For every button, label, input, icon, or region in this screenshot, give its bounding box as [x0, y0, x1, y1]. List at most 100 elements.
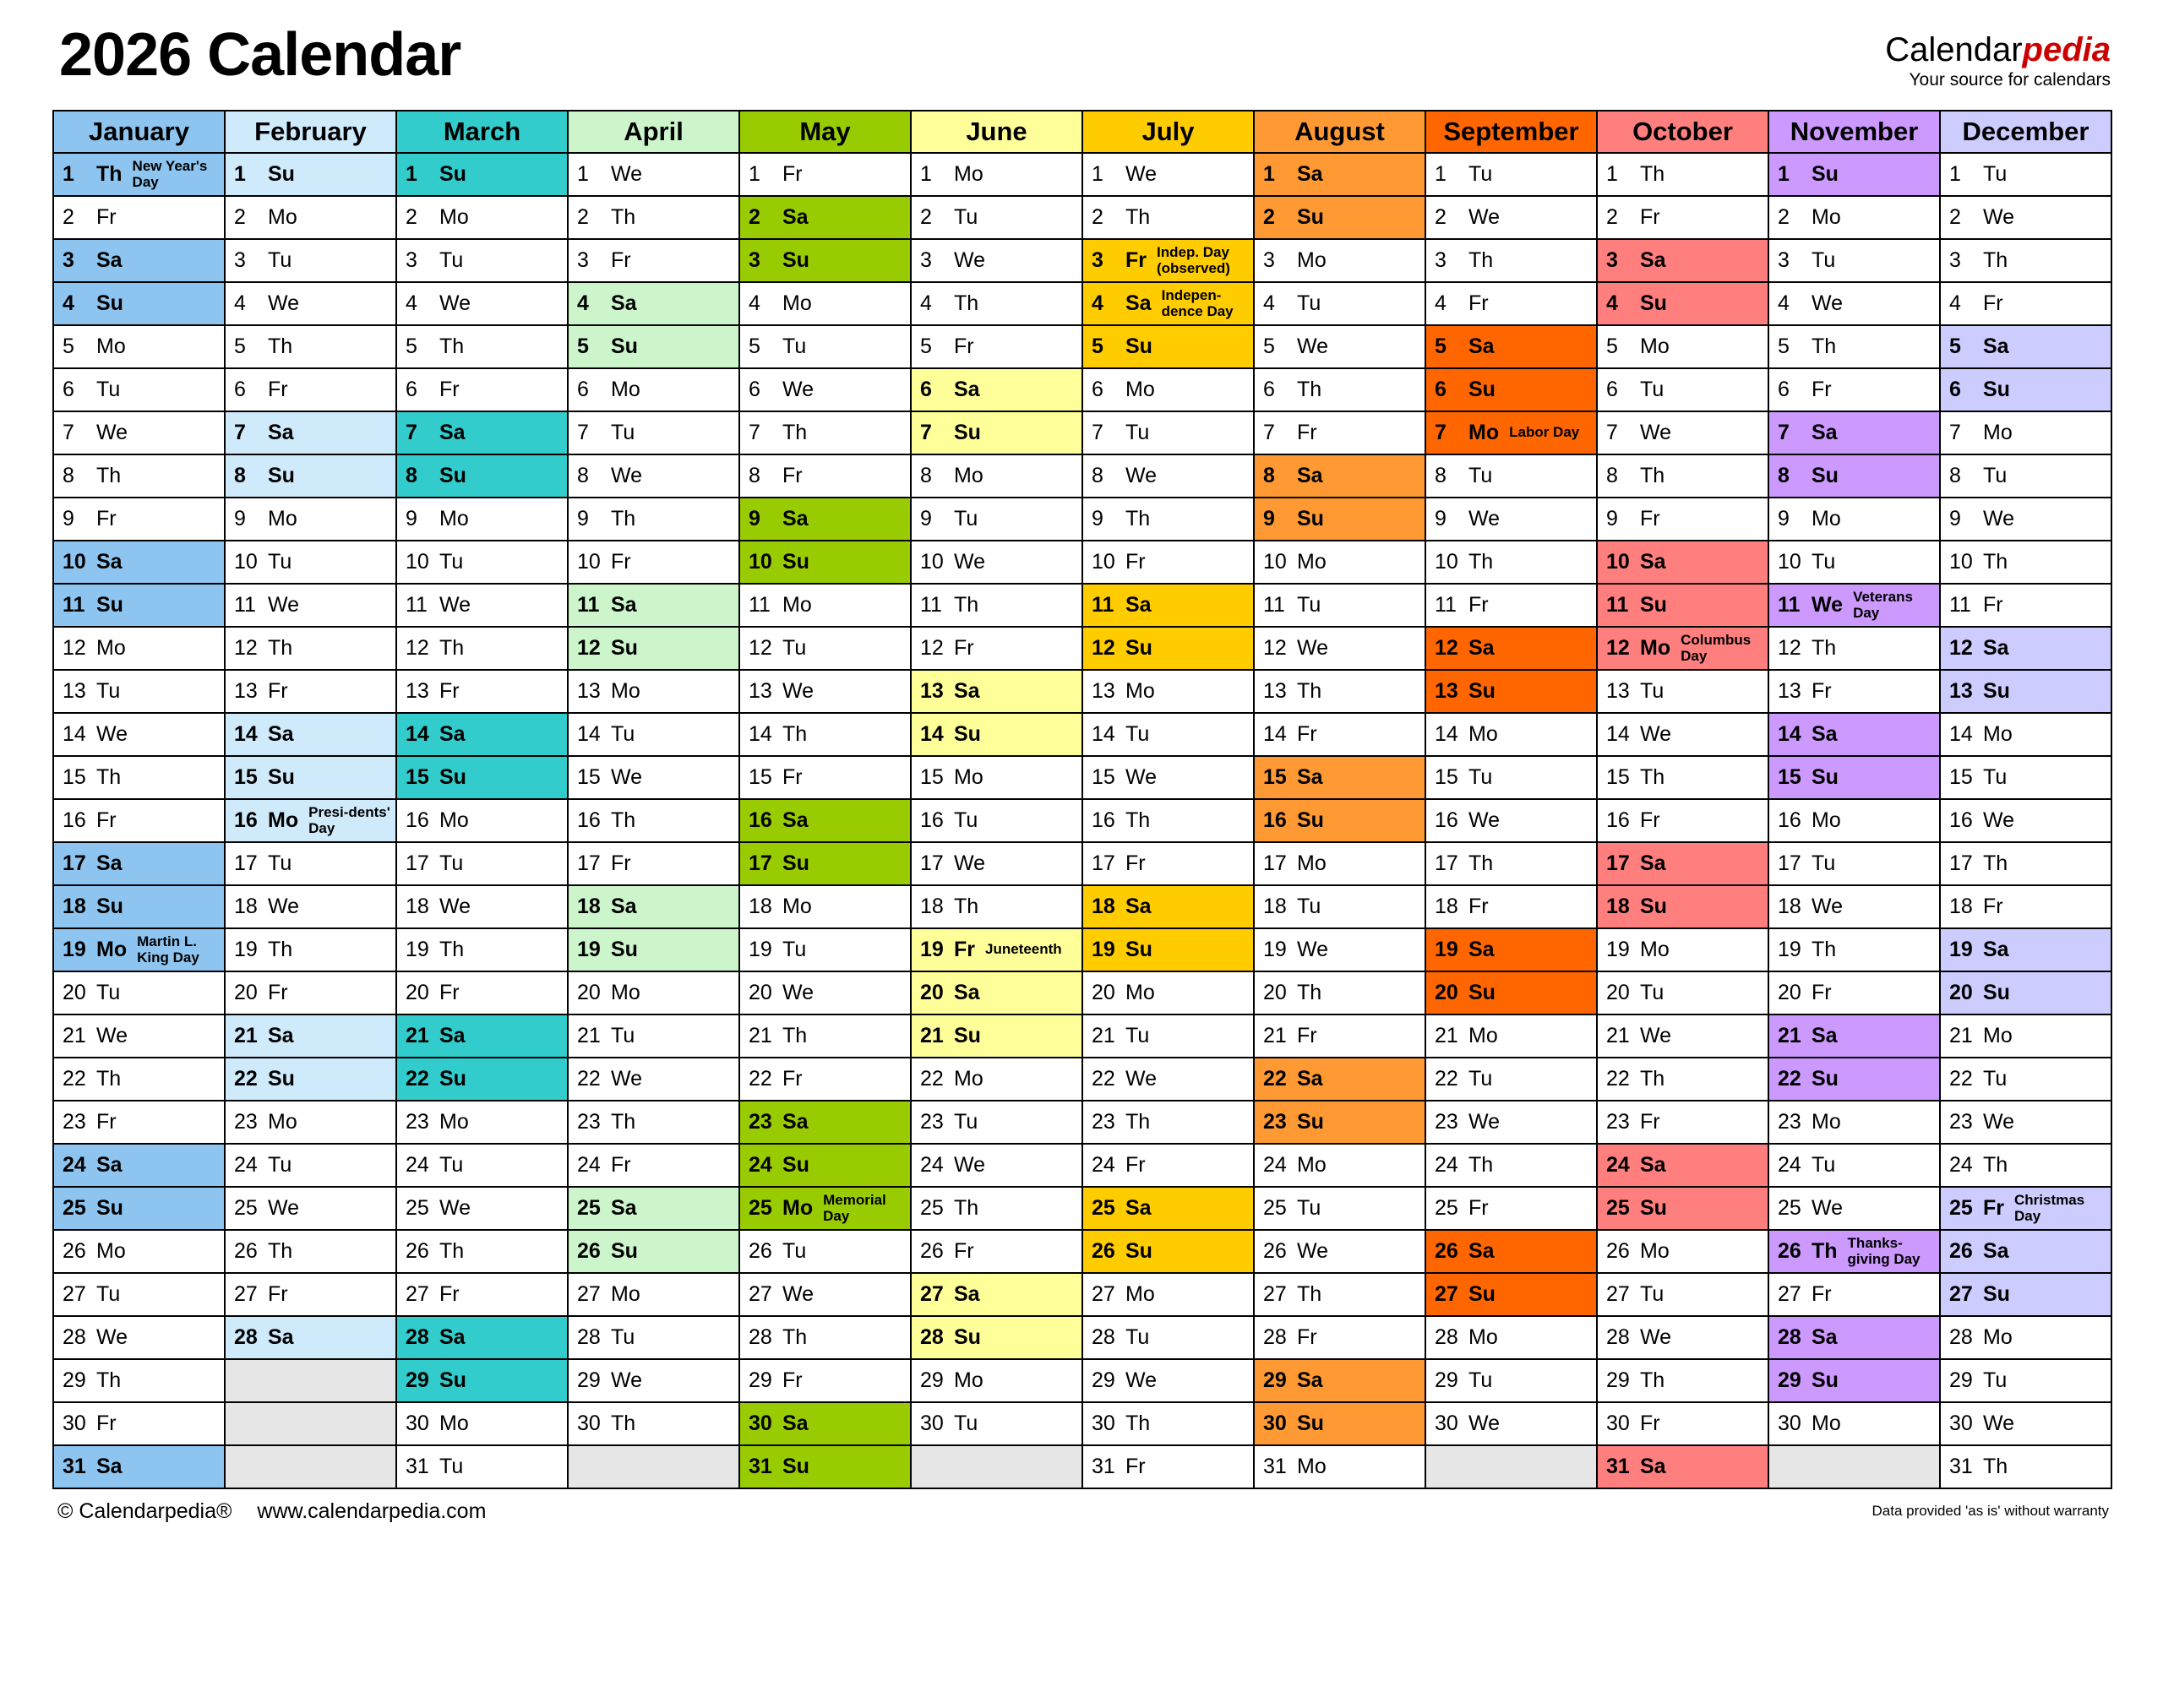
- day-cell[interactable]: 19 Th: [1768, 927, 1941, 972]
- day-cell[interactable]: 24 Th: [1425, 1143, 1598, 1188]
- day-cell-weekend[interactable]: 1 Su: [395, 152, 569, 197]
- day-cell-weekend[interactable]: 3 Su: [738, 238, 912, 283]
- day-cell[interactable]: 27 Fr: [1768, 1272, 1941, 1317]
- day-cell[interactable]: 9 Tu: [910, 497, 1083, 541]
- day-cell[interactable]: 31 Tu: [395, 1444, 569, 1489]
- day-cell[interactable]: 31 Fr: [1082, 1444, 1255, 1489]
- day-cell[interactable]: 24 Tu: [1768, 1143, 1941, 1188]
- day-cell-weekend[interactable]: 22 Su: [224, 1057, 397, 1101]
- day-cell[interactable]: 6 Tu: [52, 367, 226, 412]
- day-cell[interactable]: 26 Mo: [1596, 1229, 1769, 1274]
- day-cell[interactable]: 22 Tu: [1939, 1057, 2112, 1101]
- day-cell-weekend[interactable]: 27 Su: [1425, 1272, 1598, 1317]
- day-cell-weekend[interactable]: 18 Sa: [567, 884, 740, 929]
- day-cell[interactable]: 3 Th: [1425, 238, 1598, 283]
- day-cell[interactable]: 18 Fr: [1425, 884, 1598, 929]
- day-cell[interactable]: 12 We: [1253, 626, 1426, 671]
- day-cell-weekend[interactable]: 6 Su: [1425, 367, 1598, 412]
- day-cell-weekend[interactable]: 4 Sa: [567, 281, 740, 326]
- day-cell[interactable]: 14 We: [52, 712, 226, 757]
- day-cell[interactable]: 7 Mo: [1939, 411, 2112, 455]
- day-cell[interactable]: 30 We: [1425, 1401, 1598, 1446]
- day-cell-weekend[interactable]: 7 Sa: [1768, 411, 1941, 455]
- day-cell[interactable]: 15 We: [567, 755, 740, 800]
- day-cell[interactable]: 11 Th: [910, 583, 1083, 628]
- day-cell-weekend[interactable]: 18 Sa: [1082, 884, 1255, 929]
- day-cell[interactable]: 17 Mo: [1253, 841, 1426, 886]
- day-cell[interactable]: 17 Tu: [395, 841, 569, 886]
- day-cell-weekend[interactable]: 30 Su: [1253, 1401, 1426, 1446]
- day-cell[interactable]: 5 Th: [224, 324, 397, 369]
- day-cell[interactable]: 8 Th: [52, 454, 226, 498]
- day-cell[interactable]: 1 Mo: [910, 152, 1083, 197]
- day-cell[interactable]: 29 Th: [1596, 1358, 1769, 1403]
- day-cell[interactable]: 11 Tu: [1253, 583, 1426, 628]
- day-cell[interactable]: 23 Th: [567, 1100, 740, 1145]
- day-cell[interactable]: 10 Tu: [224, 540, 397, 585]
- day-cell[interactable]: 15 Th: [1596, 755, 1769, 800]
- day-cell[interactable]: 16 Th: [567, 798, 740, 843]
- day-cell[interactable]: 18 We: [1768, 884, 1941, 929]
- day-cell-weekend[interactable]: 23 Sa: [738, 1100, 912, 1145]
- day-cell[interactable]: 17 Tu: [224, 841, 397, 886]
- day-cell-weekend[interactable]: 15 Su: [1768, 755, 1941, 800]
- day-cell[interactable]: 27 Fr: [395, 1272, 569, 1317]
- day-cell[interactable]: 24 Fr: [1082, 1143, 1255, 1188]
- day-cell[interactable]: 16 We: [1939, 798, 2112, 843]
- day-cell[interactable]: 9 Th: [1082, 497, 1255, 541]
- day-cell-weekend[interactable]: 24 Sa: [1596, 1143, 1769, 1188]
- day-cell[interactable]: 20 Fr: [1768, 971, 1941, 1015]
- day-cell[interactable]: 28 Tu: [567, 1315, 740, 1360]
- day-cell[interactable]: 3 Mo: [1253, 238, 1426, 283]
- day-cell[interactable]: 30 Th: [567, 1401, 740, 1446]
- day-cell[interactable]: 2 Mo: [1768, 195, 1941, 240]
- day-cell-weekend[interactable]: 6 Su: [1939, 367, 2112, 412]
- day-cell-weekend[interactable]: 31 Sa: [1596, 1444, 1769, 1489]
- day-cell-weekend[interactable]: 25 Sa: [1082, 1186, 1255, 1231]
- day-cell-holiday[interactable]: 3 Fr Indep. Day (observed): [1082, 238, 1255, 283]
- day-cell-weekend[interactable]: 12 Sa: [1939, 626, 2112, 671]
- day-cell[interactable]: 25 Fr: [1425, 1186, 1598, 1231]
- day-cell-weekend[interactable]: 12 Su: [1082, 626, 1255, 671]
- day-cell[interactable]: 27 Mo: [567, 1272, 740, 1317]
- day-cell-holiday[interactable]: 19 Mo Martin L. King Day: [52, 927, 226, 972]
- day-cell-weekend[interactable]: 23 Su: [1253, 1100, 1426, 1145]
- day-cell-weekend[interactable]: 31 Su: [738, 1444, 912, 1489]
- day-cell[interactable]: 10 Tu: [1768, 540, 1941, 585]
- day-cell-weekend[interactable]: 29 Su: [395, 1358, 569, 1403]
- day-cell-weekend[interactable]: 15 Su: [224, 755, 397, 800]
- day-cell-weekend[interactable]: 15 Su: [395, 755, 569, 800]
- day-cell[interactable]: 24 We: [910, 1143, 1083, 1188]
- day-cell[interactable]: 22 Tu: [1425, 1057, 1598, 1101]
- day-cell[interactable]: 24 Mo: [1253, 1143, 1426, 1188]
- day-cell[interactable]: 28 Mo: [1939, 1315, 2112, 1360]
- day-cell[interactable]: 20 We: [738, 971, 912, 1015]
- day-cell[interactable]: 18 Mo: [738, 884, 912, 929]
- day-cell[interactable]: 10 Th: [1425, 540, 1598, 585]
- day-cell[interactable]: 21 Th: [738, 1014, 912, 1058]
- day-cell[interactable]: 29 Tu: [1425, 1358, 1598, 1403]
- day-cell-weekend[interactable]: 29 Su: [1768, 1358, 1941, 1403]
- day-cell[interactable]: 22 Th: [52, 1057, 226, 1101]
- day-cell[interactable]: 26 Tu: [738, 1229, 912, 1274]
- day-cell[interactable]: 10 Fr: [1082, 540, 1255, 585]
- day-cell[interactable]: 26 Th: [395, 1229, 569, 1274]
- day-cell-weekend[interactable]: 26 Su: [567, 1229, 740, 1274]
- month-header-august[interactable]: August: [1253, 110, 1426, 154]
- day-cell[interactable]: 2 Tu: [910, 195, 1083, 240]
- day-cell-weekend[interactable]: 16 Su: [1253, 798, 1426, 843]
- day-cell[interactable]: 9 Mo: [1768, 497, 1941, 541]
- day-cell[interactable]: 21 Mo: [1425, 1014, 1598, 1058]
- day-cell[interactable]: 26 Th: [224, 1229, 397, 1274]
- day-cell[interactable]: 13 Fr: [395, 669, 569, 714]
- day-cell-holiday[interactable]: 25 Fr Christmas Day: [1939, 1186, 2112, 1231]
- day-cell-weekend[interactable]: 14 Sa: [224, 712, 397, 757]
- day-cell[interactable]: 20 Mo: [567, 971, 740, 1015]
- day-cell[interactable]: 22 Th: [1596, 1057, 1769, 1101]
- day-cell[interactable]: 28 Mo: [1425, 1315, 1598, 1360]
- day-cell[interactable]: 9 Th: [567, 497, 740, 541]
- day-cell-weekend[interactable]: 17 Su: [738, 841, 912, 886]
- day-cell-weekend[interactable]: 30 Sa: [738, 1401, 912, 1446]
- day-cell[interactable]: 30 Mo: [395, 1401, 569, 1446]
- day-cell[interactable]: 16 Tu: [910, 798, 1083, 843]
